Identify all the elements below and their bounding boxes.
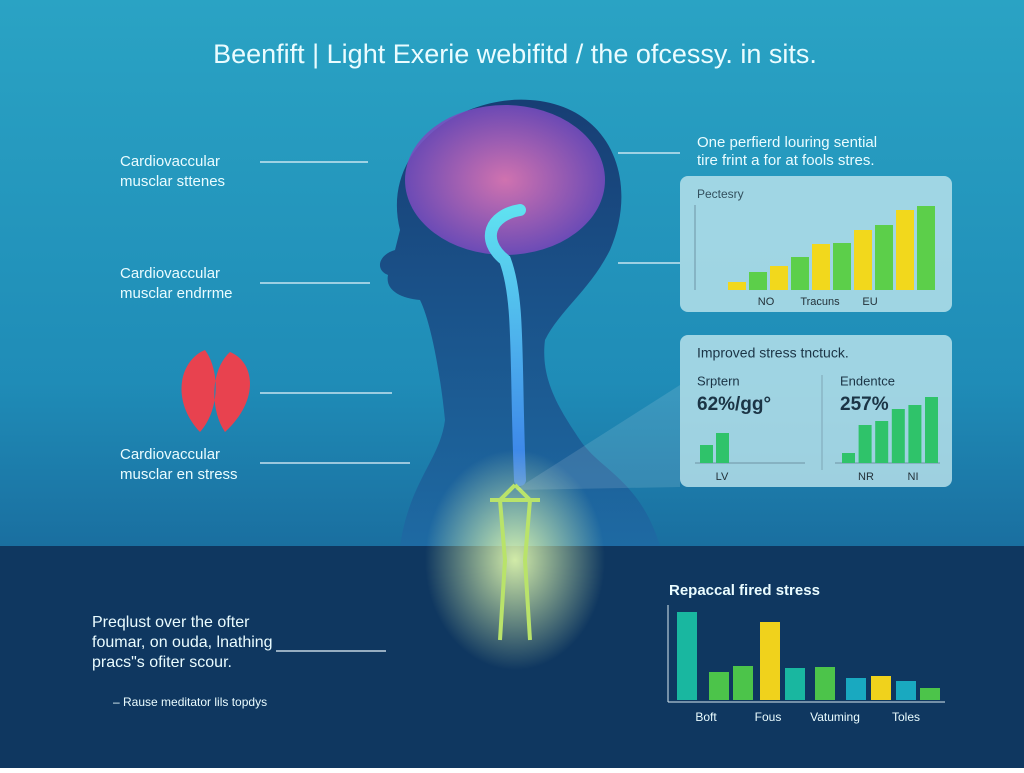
text: Cardiovaccular (120, 446, 220, 463)
bar (700, 445, 713, 463)
text: Vatuming (810, 710, 860, 724)
bar (760, 622, 780, 700)
text: Cardiovaccular (120, 153, 220, 170)
text: foumar, on ouda, lnathing (92, 634, 273, 651)
bar (871, 676, 891, 700)
bar (833, 243, 851, 290)
bar (896, 681, 916, 700)
text: 62%/gg° (697, 394, 771, 415)
text: EU (862, 296, 877, 308)
text: tire frint a for at fools stres. (697, 152, 875, 169)
text: Cardiovaccular (120, 265, 220, 282)
title: Beenfift | Light Exerie webifitd / the o… (213, 39, 817, 69)
bar (920, 688, 940, 700)
text: Repaccal fired stress (669, 582, 820, 599)
text: Endentce (840, 373, 895, 388)
text: Tracuns (800, 296, 840, 308)
bar (908, 405, 922, 463)
figure (490, 483, 540, 641)
bar (709, 672, 729, 700)
bar (891, 409, 905, 463)
arrows (260, 152, 680, 652)
bar (677, 612, 697, 700)
bar (733, 666, 753, 700)
bar (749, 272, 767, 290)
bar (896, 210, 914, 290)
text: pracs"s ofiter scour. (92, 654, 232, 671)
brain (405, 105, 605, 255)
callout-beam (515, 385, 680, 490)
heart-icon (181, 350, 250, 432)
text: 257% (840, 394, 889, 415)
text: musclаr endrrme (120, 285, 233, 302)
text: NO (758, 296, 775, 308)
text: musclаr sttenes (120, 173, 225, 190)
bar (917, 206, 935, 290)
text: LV (716, 471, 729, 483)
bar (728, 282, 746, 290)
body-glow (425, 450, 605, 670)
bar (815, 667, 835, 700)
bar (875, 225, 893, 290)
bar (791, 257, 809, 290)
text: NR (858, 471, 874, 483)
text: Toles (892, 710, 920, 724)
text: One perfierd louring sential (697, 134, 877, 151)
text: NI (908, 471, 919, 483)
bar (925, 397, 938, 463)
bar (846, 678, 866, 700)
text: Improved stress tnctuck. (697, 345, 849, 361)
bar (858, 425, 872, 463)
text: Preqlust over the ofter (92, 614, 250, 631)
bar (770, 266, 788, 290)
bar (875, 421, 889, 463)
text: Pectesry (697, 187, 744, 201)
text: – Rause meditator lils topdys (113, 695, 267, 709)
spine (484, 204, 526, 486)
text: musclаr еn stress (120, 466, 238, 483)
bar (716, 433, 729, 463)
bar (785, 668, 805, 700)
bar (854, 230, 872, 290)
text: Boft (695, 710, 717, 724)
text: Srptern (697, 373, 740, 388)
bar (812, 244, 830, 290)
content: Cardiovaccular musclаr sttenes Cardiovaccu… (92, 134, 945, 724)
text: Fous (755, 710, 782, 724)
bar (842, 453, 855, 463)
